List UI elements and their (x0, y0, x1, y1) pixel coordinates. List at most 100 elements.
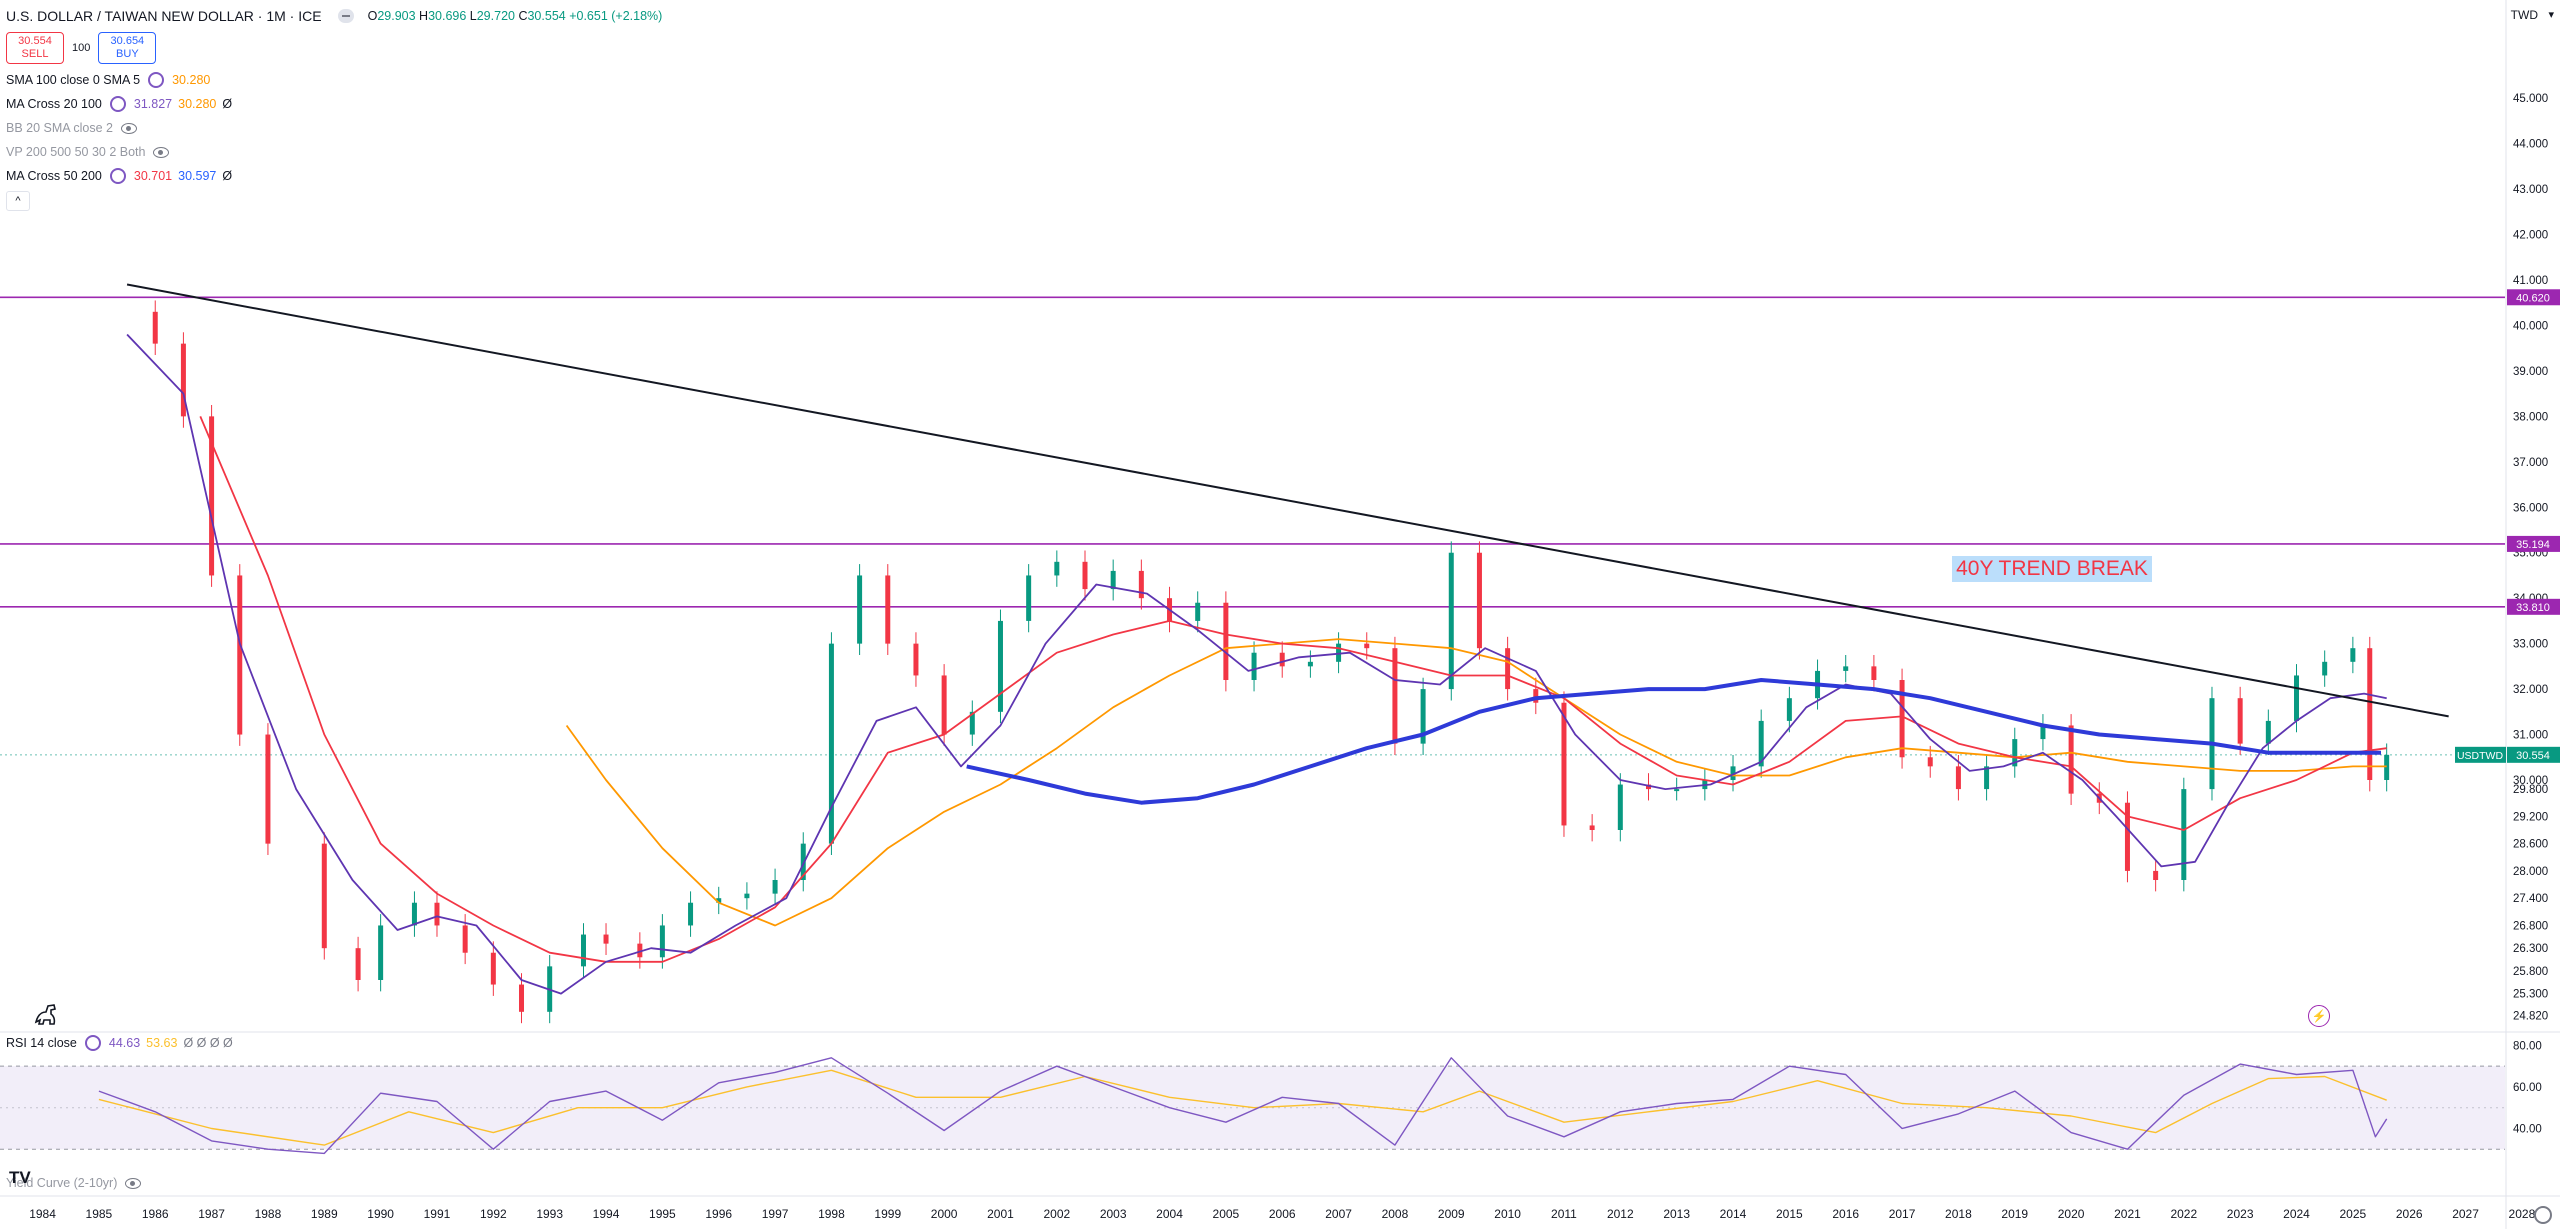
indicator-name[interactable]: MA Cross 20 100 (6, 97, 102, 111)
trend-break-annotation[interactable]: 40Y TREND BREAK (1952, 556, 2152, 582)
chevron-up-icon[interactable]: ^ (6, 191, 30, 211)
sell-button[interactable]: 30.554 SELL (6, 32, 64, 64)
price-tick-label: 32.000 (2513, 684, 2548, 696)
lightning-icon[interactable]: ⚡ (2308, 1005, 2330, 1027)
time-tick-label: 1995 (649, 1207, 676, 1221)
time-tick-label: 1986 (142, 1207, 169, 1221)
rsi-value: 44.63 (108, 1036, 141, 1050)
tradingview-logo-icon[interactable]: TV (9, 1168, 31, 1187)
indicator-row[interactable]: MA Cross 50 200 30.701 30.597 Ø (6, 164, 662, 188)
candle-body (688, 902, 694, 926)
currency-selector[interactable]: TWD (2510, 8, 2538, 22)
price-tick-label: 38.000 (2513, 411, 2548, 423)
level-price-tag (2507, 535, 2560, 552)
buy-button[interactable]: 30.654 BUY (98, 32, 157, 64)
candle-body (997, 620, 1003, 712)
price-tick-label: 37.000 (2513, 457, 2548, 469)
candle-body (772, 880, 778, 894)
candle-body (1589, 825, 1595, 830)
price-tick-label: 30.000 (2513, 775, 2548, 787)
indicator-row[interactable]: VP 200 500 50 30 2 Both (6, 140, 662, 164)
candle-body (2181, 789, 2187, 880)
time-tick-label: 2026 (2396, 1207, 2423, 1221)
dinosaur-icon[interactable] (32, 1000, 60, 1028)
collapse-row: ^ (6, 188, 662, 212)
order-quantity[interactable]: 100 (72, 42, 91, 54)
settings-gear-icon[interactable] (148, 72, 165, 88)
candle-body (1279, 652, 1285, 667)
last-price-tag (2507, 746, 2560, 763)
time-tick-label: 1991 (424, 1207, 451, 1221)
candle-body (237, 575, 243, 735)
candle-body (1730, 766, 1736, 780)
time-tick-label: 2015 (1776, 1207, 1803, 1221)
time-tick-label: 1994 (593, 1207, 620, 1221)
candle-body (1645, 784, 1651, 790)
time-tick-label: 2012 (1607, 1207, 1634, 1221)
indicator-name[interactable]: SMA 100 close 0 SMA 5 (6, 73, 141, 87)
candle-body (2384, 754, 2390, 780)
eye-icon[interactable] (153, 146, 170, 158)
time-tick-label: 2011 (1551, 1207, 1577, 1221)
rsi-tick-label: 80.00 (2513, 1040, 2542, 1052)
time-tick-label: 1988 (255, 1207, 282, 1221)
eye-icon[interactable] (121, 122, 138, 134)
symbol-title[interactable]: U.S. DOLLAR / TAIWAN NEW DOLLAR · 1M · I… (6, 8, 322, 24)
eye-icon[interactable] (125, 1177, 142, 1189)
time-tick-label: 2025 (2340, 1207, 2367, 1221)
candle-body (885, 575, 891, 644)
candle-body (1026, 575, 1032, 621)
candle-body (1195, 602, 1201, 621)
rsi-name[interactable]: RSI 14 close (6, 1036, 77, 1050)
price-tick-label: 28.000 (2513, 866, 2548, 878)
price-tick-label: 41.000 (2513, 275, 2548, 287)
time-tick-label: 2008 (1382, 1207, 1409, 1221)
chevron-down-icon[interactable]: ▾ (2548, 9, 2554, 21)
indicator-name[interactable]: BB 20 SMA close 2 (6, 121, 114, 135)
candle-body (1392, 648, 1398, 744)
price-tick-label: 27.400 (2513, 893, 2548, 905)
candle-body (716, 898, 722, 903)
settings-gear-icon[interactable] (109, 168, 126, 184)
candle-body (1476, 552, 1482, 649)
candle-body (519, 984, 525, 1012)
time-tick-label: 2003 (1100, 1207, 1127, 1221)
time-tick-label: 2016 (1832, 1207, 1859, 1221)
time-tick-label: 2005 (1213, 1207, 1240, 1221)
indicator-row[interactable]: MA Cross 20 100 31.827 30.280 Ø (6, 92, 662, 116)
candle-body (2068, 725, 2074, 794)
candle-body (1082, 561, 1088, 590)
candle-body (1223, 602, 1229, 680)
candle-body (1927, 757, 1933, 767)
candle-body (355, 948, 361, 980)
candle-body (321, 843, 327, 949)
settings-gear-icon[interactable] (2534, 1206, 2552, 1224)
candle-body (800, 843, 806, 880)
indicator-name[interactable]: MA Cross 50 200 (6, 169, 102, 183)
candle-body (744, 893, 750, 899)
candle-body (941, 675, 947, 735)
candle-body (1054, 561, 1060, 576)
candle-body (1420, 689, 1426, 744)
settings-gear-icon[interactable] (109, 96, 126, 112)
candle-body (180, 343, 186, 417)
rsi-tick-label: 40.00 (2513, 1123, 2542, 1135)
candle-body (1674, 789, 1680, 792)
indicator-value: 30.280 (178, 97, 217, 111)
candle-body (2322, 661, 2328, 676)
candle-body (1251, 652, 1257, 680)
time-tick-label: 1997 (762, 1207, 789, 1221)
indicator-name[interactable]: VP 200 500 50 30 2 Both (6, 145, 146, 159)
candle-body (462, 925, 468, 953)
rsi-suffix: Ø Ø Ø Ø (183, 1036, 233, 1050)
settings-gear-icon[interactable] (84, 1035, 101, 1051)
indicator-row[interactable]: SMA 100 close 0 SMA 5 30.280 (6, 68, 662, 92)
price-tick-label: 28.600 (2513, 839, 2548, 851)
time-tick-label: 2006 (1269, 1207, 1296, 1221)
price-tick-label: 33.000 (2513, 639, 2548, 651)
indicator-row[interactable]: BB 20 SMA close 2 (6, 116, 662, 140)
candle-body (1984, 766, 1990, 790)
collapse-legend-icon[interactable] (337, 9, 354, 23)
yield-curve-name[interactable]: Yield Curve (2-10yr) (6, 1176, 118, 1190)
